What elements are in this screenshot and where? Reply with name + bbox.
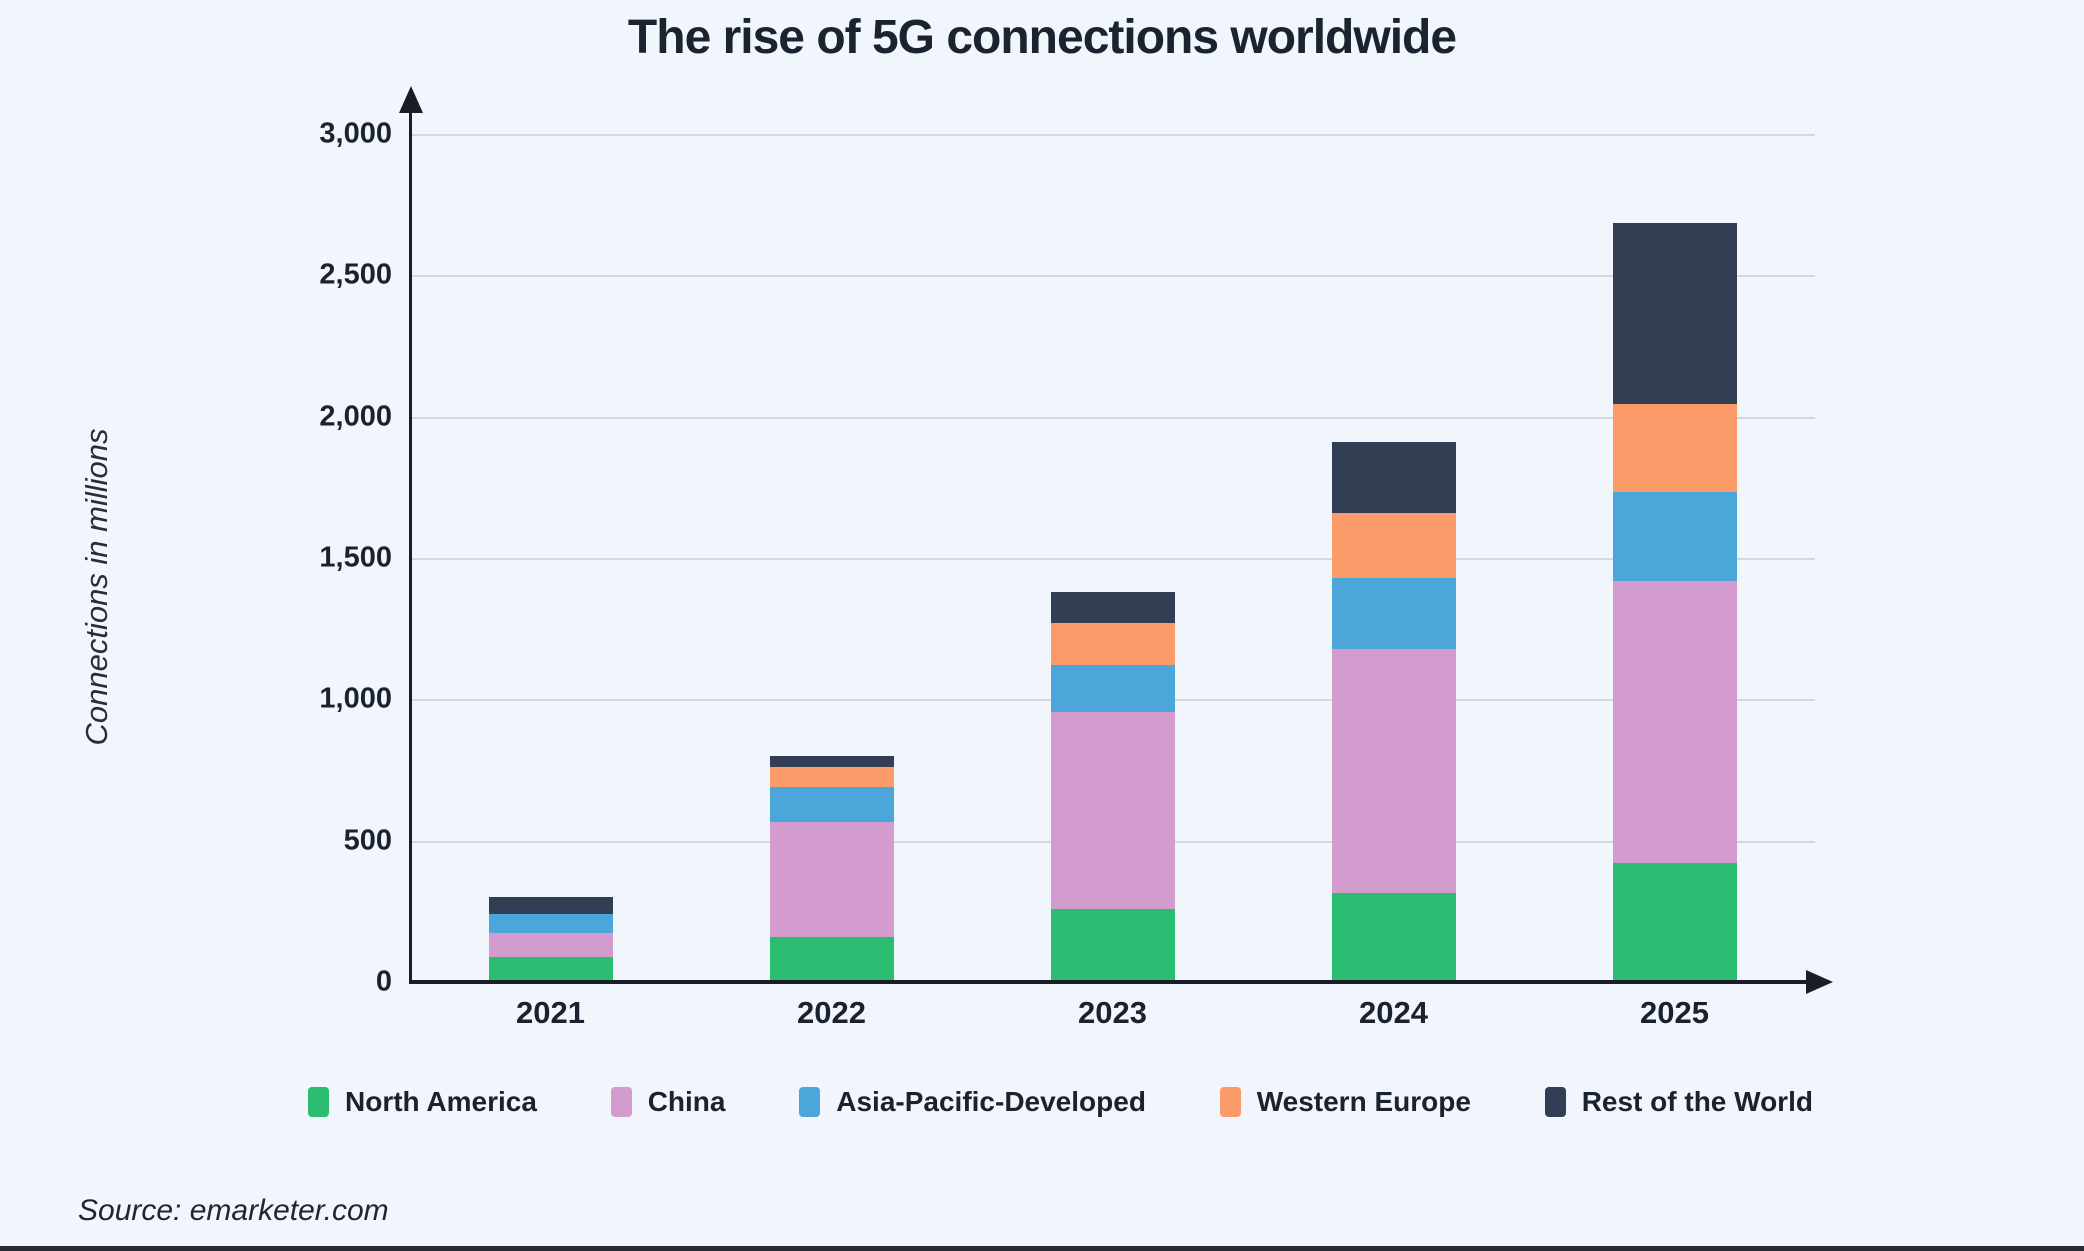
bar-segment-rest-of-the-world bbox=[488, 897, 613, 915]
bar-segment-rest-of-the-world bbox=[1612, 223, 1737, 405]
legend-label: Asia-Pacific-Developed bbox=[836, 1086, 1146, 1117]
chart-title: The rise of 5G connections worldwide bbox=[627, 11, 1457, 64]
legend-label: North America bbox=[345, 1086, 537, 1117]
bar-segment-north-america bbox=[1331, 893, 1456, 982]
x-axis-line bbox=[409, 980, 1809, 984]
plot-area bbox=[410, 134, 1815, 982]
gridline-2000 bbox=[410, 416, 1815, 419]
bar-2021 bbox=[488, 897, 613, 982]
x-axis-label-2024: 2024 bbox=[1359, 995, 1428, 1030]
y-tick-label-500: 500 bbox=[343, 824, 392, 857]
x-axis-label-2021: 2021 bbox=[516, 995, 585, 1030]
x-axis-label-2022: 2022 bbox=[797, 995, 866, 1030]
y-tick-label-0: 0 bbox=[375, 965, 392, 998]
legend-label: Rest of the World bbox=[1581, 1086, 1813, 1117]
y-axis-line bbox=[409, 106, 412, 984]
bar-segment-north-america bbox=[1050, 908, 1175, 982]
bar-segment-western-europe bbox=[769, 767, 894, 788]
y-tick-label-2000: 2,000 bbox=[319, 400, 392, 433]
legend-item-asia-pacific-developed: Asia-Pacific-Developed bbox=[799, 1086, 1146, 1118]
legend-label: Western Europe bbox=[1256, 1086, 1471, 1117]
x-axis-arrow-icon bbox=[1806, 970, 1833, 994]
bar-2024 bbox=[1331, 442, 1456, 982]
bottom-edge-strip bbox=[0, 1246, 2084, 1251]
legend-swatch-icon bbox=[610, 1087, 632, 1117]
y-tick-label-1000: 1,000 bbox=[319, 682, 392, 715]
x-axis-labels: 2021 2022 2023 2024 2025 bbox=[410, 995, 1815, 1031]
bar-segment-china bbox=[1050, 712, 1175, 909]
bars bbox=[410, 134, 1815, 982]
legend-item-rest-of-the-world: Rest of the World bbox=[1544, 1086, 1813, 1118]
bar-segment-asia-pacific-developed bbox=[1050, 665, 1175, 712]
bar-2025 bbox=[1612, 223, 1737, 982]
bar-segment-north-america bbox=[1612, 863, 1737, 982]
bar-segment-north-america bbox=[488, 956, 613, 982]
legend-label: China bbox=[647, 1086, 726, 1117]
bar-2023 bbox=[1050, 591, 1175, 982]
x-axis-label-2023: 2023 bbox=[1078, 995, 1147, 1030]
bar-segment-western-europe bbox=[1050, 623, 1175, 666]
bar-2022 bbox=[769, 755, 894, 982]
y-tick-label-1500: 1,500 bbox=[319, 541, 392, 574]
legend-item-china: China bbox=[610, 1086, 726, 1118]
bar-segment-rest-of-the-world bbox=[769, 755, 894, 768]
bar-segment-western-europe bbox=[1612, 404, 1737, 492]
legend-swatch-icon bbox=[308, 1087, 329, 1117]
bar-segment-china bbox=[1331, 648, 1456, 893]
bar-segment-asia-pacific-developed bbox=[1331, 577, 1456, 649]
legend-item-north-america: North America bbox=[308, 1086, 537, 1118]
legend-swatch-icon bbox=[1219, 1087, 1241, 1117]
y-tick-label-2500: 2,500 bbox=[319, 258, 392, 291]
bar-segment-china bbox=[1612, 580, 1737, 864]
bar-segment-rest-of-the-world bbox=[1331, 442, 1456, 513]
source-note: Source: emarketer.com bbox=[78, 1194, 389, 1227]
bar-segment-asia-pacific-developed bbox=[1612, 491, 1737, 581]
bar-segment-asia-pacific-developed bbox=[769, 787, 894, 823]
legend-swatch-icon bbox=[1544, 1087, 1566, 1117]
y-tick-label-3000: 3,000 bbox=[319, 117, 392, 150]
bar-segment-north-america bbox=[769, 936, 894, 982]
y-tick-labels: 0 500 1,000 1,500 2,000 2,500 3,000 bbox=[0, 118, 392, 998]
legend-swatch-icon bbox=[799, 1087, 821, 1117]
bar-segment-western-europe bbox=[1331, 512, 1456, 578]
gridline-3000 bbox=[410, 134, 1815, 136]
gridline-2500 bbox=[410, 275, 1815, 278]
bar-segment-asia-pacific-developed bbox=[488, 914, 613, 933]
legend-item-western-europe: Western Europe bbox=[1219, 1086, 1471, 1118]
bar-segment-china bbox=[769, 822, 894, 937]
bar-segment-china bbox=[488, 932, 613, 957]
gridline-1500 bbox=[410, 558, 1815, 560]
legend: North America China Asia-Pacific-Developed… bbox=[308, 1086, 1813, 1118]
y-axis-arrow-icon bbox=[399, 86, 423, 113]
x-axis-label-2025: 2025 bbox=[1640, 995, 1709, 1030]
bar-segment-rest-of-the-world bbox=[1050, 591, 1175, 624]
